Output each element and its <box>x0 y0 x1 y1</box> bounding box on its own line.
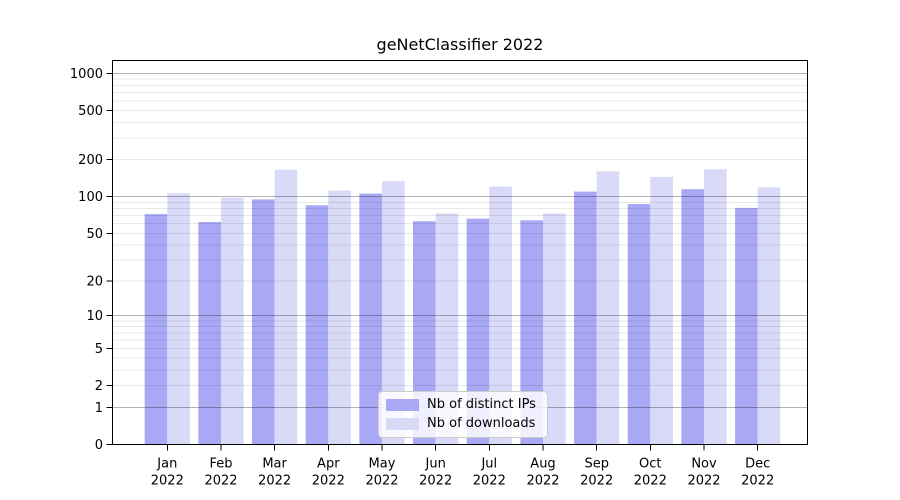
bar <box>198 222 221 445</box>
bar <box>359 193 382 445</box>
bar <box>574 191 597 445</box>
x-tick-label-month: Jun <box>425 457 446 472</box>
x-tick-label-year: 2022 <box>365 474 398 489</box>
y-tick-label: 10 <box>86 309 103 324</box>
x-tick-label-month: Mar <box>262 457 287 472</box>
plot-border <box>112 60 808 445</box>
x-tick-label-month: Jul <box>480 457 497 472</box>
bar <box>305 205 329 445</box>
y-tick-label: 5 <box>95 342 103 357</box>
bar <box>252 199 275 445</box>
y-tick-label: 100 <box>78 190 103 205</box>
y-tick-label: 20 <box>86 275 103 290</box>
bar <box>489 186 512 445</box>
x-tick-label-month: Aug <box>530 457 555 472</box>
x-tick-label-month: Apr <box>317 457 340 472</box>
bar <box>167 193 190 445</box>
bar <box>466 218 490 445</box>
bar <box>274 169 298 445</box>
bar <box>735 207 758 445</box>
x-tick-label-month: Jan <box>156 457 177 472</box>
x-tick-label-month: Feb <box>209 457 232 472</box>
bar <box>681 189 704 445</box>
bar <box>542 213 566 445</box>
y-tick-label: 0 <box>95 438 103 453</box>
chart-title: geNetClassifier 2022 <box>376 35 544 54</box>
x-tick-label-month: Sep <box>584 457 609 472</box>
y-tick-label: 1000 <box>70 67 103 82</box>
legend-item: Nb of distinct IPs <box>386 397 536 412</box>
y-tick-label: 500 <box>78 104 103 119</box>
bar <box>627 204 651 445</box>
x-tick-label-year: 2022 <box>634 474 667 489</box>
y-tick-label: 1 <box>95 401 103 416</box>
x-tick-label-month: May <box>369 457 396 472</box>
bar <box>704 169 727 445</box>
x-tick-label-year: 2022 <box>258 474 291 489</box>
x-tick-label-year: 2022 <box>204 474 237 489</box>
legend-swatch-downloads <box>386 417 419 430</box>
x-tick-label-year: 2022 <box>419 474 452 489</box>
x-tick-label-year: 2022 <box>526 474 559 489</box>
legend-label-downloads: Nb of downloads <box>427 416 536 431</box>
x-tick-label-year: 2022 <box>312 474 345 489</box>
y-tick-label: 50 <box>86 227 103 242</box>
bar <box>328 190 351 445</box>
chart-legend: Nb of distinct IPs Nb of downloads <box>378 391 548 438</box>
x-tick-label-year: 2022 <box>741 474 774 489</box>
legend-label-distinct-ips: Nb of distinct IPs <box>427 397 536 412</box>
legend-swatch-distinct-ips <box>386 398 419 411</box>
x-tick-label-year: 2022 <box>580 474 613 489</box>
legend-item: Nb of downloads <box>386 416 536 431</box>
bar <box>435 213 459 445</box>
x-tick-label-month: Nov <box>691 457 717 472</box>
x-tick-label-month: Oct <box>639 457 661 472</box>
bar <box>520 220 543 445</box>
bar <box>596 171 620 445</box>
x-tick-label-year: 2022 <box>687 474 720 489</box>
bar <box>220 197 244 445</box>
x-tick-label-year: 2022 <box>151 474 184 489</box>
y-tick-label: 2 <box>95 379 103 394</box>
bar <box>650 176 673 445</box>
y-tick-label: 200 <box>78 153 103 168</box>
bar <box>757 187 781 445</box>
x-tick-label-year: 2022 <box>473 474 506 489</box>
bar <box>413 221 436 445</box>
bar <box>381 181 405 445</box>
x-tick-label-month: Dec <box>745 457 770 472</box>
bar <box>144 214 168 445</box>
